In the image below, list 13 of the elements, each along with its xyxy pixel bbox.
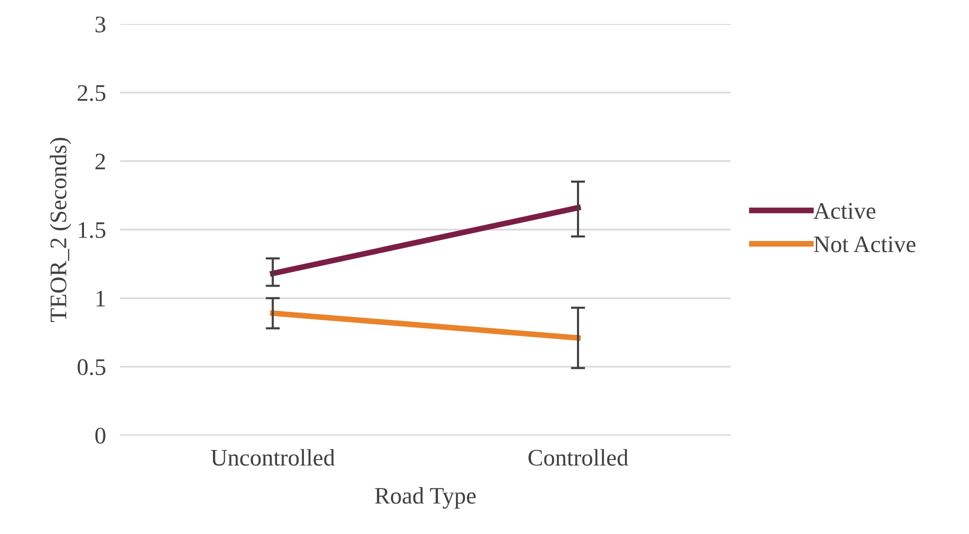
x-tick-label: Controlled [528,449,628,466]
y-tick-label: 0.5 [78,359,106,376]
x-tick-label: Uncontrolled [210,449,335,466]
y-tick-label: 3 [96,16,106,32]
y-tick-label: 1.5 [78,222,106,238]
y-tick-label: 0 [95,428,106,444]
legend-label: Active [813,203,876,219]
legend-label: Not Active [814,236,916,252]
y-tick-label: 2.5 [78,85,106,102]
x-axis-title: Road Type [374,487,476,509]
y-axis-title: TEOR_2 (Seconds) [50,138,72,322]
y-tick-label: 1 [96,290,105,306]
y-tick-label: 2 [96,154,105,170]
